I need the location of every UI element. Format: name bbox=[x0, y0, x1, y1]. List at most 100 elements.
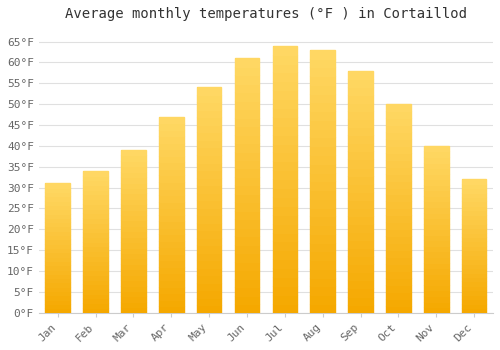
Bar bbox=[46, 201, 70, 205]
Bar bbox=[159, 260, 184, 267]
Bar bbox=[310, 243, 335, 251]
Bar bbox=[159, 228, 184, 234]
Bar bbox=[234, 296, 260, 304]
Bar bbox=[159, 202, 184, 208]
Bar bbox=[46, 270, 70, 274]
Bar bbox=[348, 224, 373, 232]
Bar bbox=[386, 160, 410, 167]
Bar bbox=[462, 210, 486, 215]
Bar bbox=[424, 285, 448, 290]
Bar bbox=[348, 119, 373, 127]
Bar bbox=[159, 169, 184, 175]
Bar bbox=[272, 250, 297, 259]
Bar bbox=[272, 170, 297, 179]
Bar bbox=[462, 179, 486, 313]
Bar bbox=[424, 207, 448, 212]
Bar bbox=[348, 296, 373, 304]
Bar bbox=[121, 269, 146, 275]
Bar bbox=[386, 215, 410, 222]
Bar bbox=[310, 94, 335, 103]
Bar bbox=[310, 208, 335, 216]
Bar bbox=[197, 170, 222, 177]
Bar bbox=[310, 155, 335, 164]
Bar bbox=[121, 226, 146, 231]
Bar bbox=[197, 103, 222, 110]
Bar bbox=[159, 247, 184, 254]
Bar bbox=[462, 304, 486, 308]
Bar bbox=[272, 188, 297, 197]
Bar bbox=[348, 184, 373, 192]
Bar bbox=[348, 135, 373, 143]
Bar bbox=[310, 50, 335, 59]
Bar bbox=[46, 239, 70, 244]
Bar bbox=[310, 164, 335, 173]
Bar bbox=[197, 125, 222, 133]
Bar bbox=[462, 259, 486, 264]
Bar bbox=[424, 174, 448, 179]
Bar bbox=[197, 177, 222, 185]
Bar bbox=[348, 111, 373, 119]
Bar bbox=[424, 251, 448, 257]
Bar bbox=[46, 291, 70, 295]
Bar bbox=[424, 185, 448, 190]
Bar bbox=[234, 228, 260, 236]
Bar bbox=[197, 245, 222, 253]
Bar bbox=[424, 279, 448, 285]
Bar bbox=[84, 242, 108, 246]
Bar bbox=[348, 264, 373, 272]
Bar bbox=[310, 76, 335, 85]
Bar bbox=[46, 295, 70, 300]
Bar bbox=[424, 224, 448, 229]
Bar bbox=[234, 194, 260, 202]
Bar bbox=[462, 277, 486, 281]
Bar bbox=[348, 208, 373, 216]
Bar bbox=[159, 273, 184, 280]
Bar bbox=[234, 219, 260, 228]
Bar bbox=[46, 278, 70, 282]
Bar bbox=[462, 184, 486, 188]
Bar bbox=[310, 68, 335, 76]
Bar bbox=[234, 143, 260, 152]
Bar bbox=[121, 193, 146, 199]
Bar bbox=[386, 306, 410, 313]
Bar bbox=[234, 92, 260, 101]
Bar bbox=[386, 278, 410, 285]
Bar bbox=[234, 101, 260, 109]
Bar bbox=[234, 84, 260, 92]
Bar bbox=[121, 247, 146, 253]
Bar bbox=[84, 275, 108, 280]
Bar bbox=[272, 268, 297, 277]
Bar bbox=[234, 279, 260, 287]
Bar bbox=[462, 281, 486, 286]
Bar bbox=[234, 177, 260, 186]
Bar bbox=[348, 127, 373, 135]
Bar bbox=[234, 168, 260, 177]
Bar bbox=[386, 125, 410, 132]
Bar bbox=[386, 111, 410, 118]
Bar bbox=[234, 75, 260, 84]
Bar bbox=[348, 160, 373, 168]
Bar bbox=[424, 307, 448, 313]
Bar bbox=[84, 218, 108, 223]
Bar bbox=[159, 162, 184, 169]
Bar bbox=[348, 200, 373, 208]
Bar bbox=[159, 195, 184, 202]
Bar bbox=[46, 252, 70, 257]
Bar bbox=[84, 265, 108, 270]
Bar bbox=[386, 285, 410, 292]
Bar bbox=[424, 229, 448, 235]
Bar bbox=[310, 59, 335, 68]
Bar bbox=[310, 190, 335, 199]
Bar bbox=[424, 157, 448, 162]
Bar bbox=[462, 237, 486, 241]
Bar bbox=[272, 161, 297, 170]
Bar bbox=[234, 245, 260, 253]
Bar bbox=[272, 215, 297, 224]
Bar bbox=[84, 223, 108, 228]
Bar bbox=[84, 289, 108, 294]
Bar bbox=[234, 253, 260, 262]
Bar bbox=[310, 286, 335, 295]
Bar bbox=[84, 176, 108, 180]
Bar bbox=[46, 231, 70, 235]
Bar bbox=[197, 118, 222, 125]
